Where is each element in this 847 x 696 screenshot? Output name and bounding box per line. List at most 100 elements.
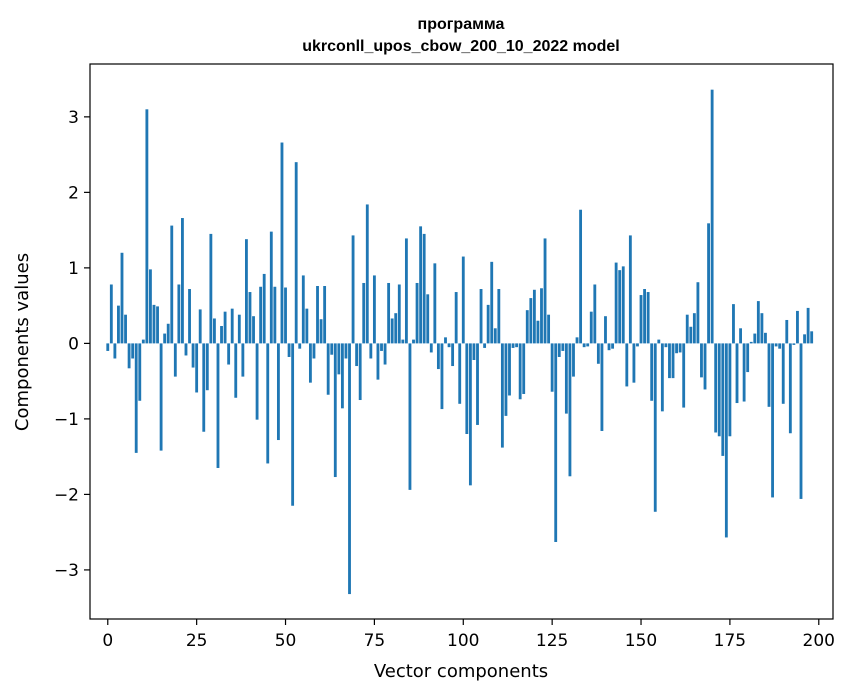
bar	[319, 319, 323, 344]
bar	[611, 343, 615, 349]
bar	[593, 284, 597, 344]
bar	[227, 343, 231, 365]
bar	[515, 343, 519, 348]
bar	[429, 343, 433, 353]
bar	[500, 343, 504, 448]
chart-title-line1: программа	[418, 16, 505, 33]
bar	[276, 343, 280, 441]
bar	[262, 273, 266, 344]
bar	[746, 343, 750, 373]
bar	[252, 316, 255, 344]
bar	[316, 286, 319, 344]
bar	[134, 343, 138, 453]
bar	[419, 226, 423, 344]
bar	[472, 343, 476, 360]
bar	[678, 343, 682, 353]
bar	[607, 343, 611, 351]
chart-title-line2: ukrconll_upos_cbow_200_10_2022 model	[302, 38, 619, 55]
y-tick-label: −3	[54, 561, 79, 581]
bar	[643, 289, 646, 344]
bar	[518, 343, 522, 400]
bar	[159, 343, 163, 451]
bar	[522, 343, 526, 394]
bar	[266, 343, 270, 464]
bar	[273, 286, 277, 344]
bar	[646, 292, 650, 344]
bar	[351, 235, 355, 344]
y-tick-label: −1	[54, 410, 79, 430]
bar	[785, 319, 789, 344]
bar	[298, 343, 302, 349]
bar	[109, 284, 113, 344]
bar	[412, 339, 415, 344]
bar	[596, 343, 600, 364]
bar	[653, 343, 657, 512]
y-tick-label: 2	[68, 183, 79, 203]
bar	[401, 339, 405, 344]
bar	[454, 292, 458, 344]
bar	[131, 343, 135, 359]
x-tick-label: 50	[275, 631, 297, 651]
bar	[173, 343, 177, 377]
bar	[372, 275, 376, 344]
bar	[444, 337, 447, 344]
bar	[547, 314, 551, 344]
bar	[308, 343, 312, 383]
bar	[664, 343, 668, 348]
bar	[408, 343, 412, 490]
bar	[323, 286, 327, 344]
bar	[692, 313, 696, 344]
bar	[749, 341, 753, 344]
bar	[426, 294, 430, 344]
bar	[152, 304, 156, 344]
bar	[564, 343, 568, 414]
bar	[586, 343, 590, 347]
bar	[476, 343, 479, 425]
bar	[376, 343, 380, 380]
bar	[369, 343, 373, 359]
bar	[575, 337, 579, 344]
bar	[216, 343, 220, 468]
x-tick-label: 100	[447, 631, 479, 651]
bar	[639, 295, 643, 344]
bar	[181, 218, 184, 344]
bar	[259, 286, 263, 344]
bar	[113, 343, 117, 359]
bar	[668, 343, 671, 379]
bar	[696, 282, 700, 344]
y-tick-label: 1	[68, 259, 79, 279]
bar	[767, 343, 771, 407]
bar	[600, 343, 604, 431]
bar	[447, 343, 451, 348]
bar	[671, 343, 675, 379]
bar	[195, 343, 199, 393]
bar	[191, 343, 195, 368]
bar	[508, 343, 511, 396]
y-tick-label: 3	[68, 108, 79, 128]
bar	[504, 343, 508, 416]
bar	[568, 343, 572, 477]
bar	[792, 343, 796, 345]
bar	[230, 308, 234, 344]
bar	[170, 225, 174, 344]
bar	[433, 263, 437, 344]
bar	[404, 238, 408, 344]
bar	[205, 343, 209, 391]
bar	[390, 318, 394, 344]
x-tick-label: 175	[714, 631, 746, 651]
bar	[540, 288, 543, 344]
bar	[739, 328, 742, 344]
bar	[468, 343, 472, 486]
bar	[287, 343, 291, 357]
bar	[493, 328, 497, 344]
bar	[724, 343, 728, 538]
bar	[284, 287, 287, 344]
bar	[486, 304, 490, 344]
bar	[458, 343, 462, 404]
bar	[572, 343, 575, 377]
bar	[660, 343, 664, 412]
bar	[618, 270, 622, 344]
x-axis-label: Vector components	[374, 661, 548, 682]
bar	[479, 289, 483, 344]
x-tick-label: 25	[186, 631, 208, 651]
